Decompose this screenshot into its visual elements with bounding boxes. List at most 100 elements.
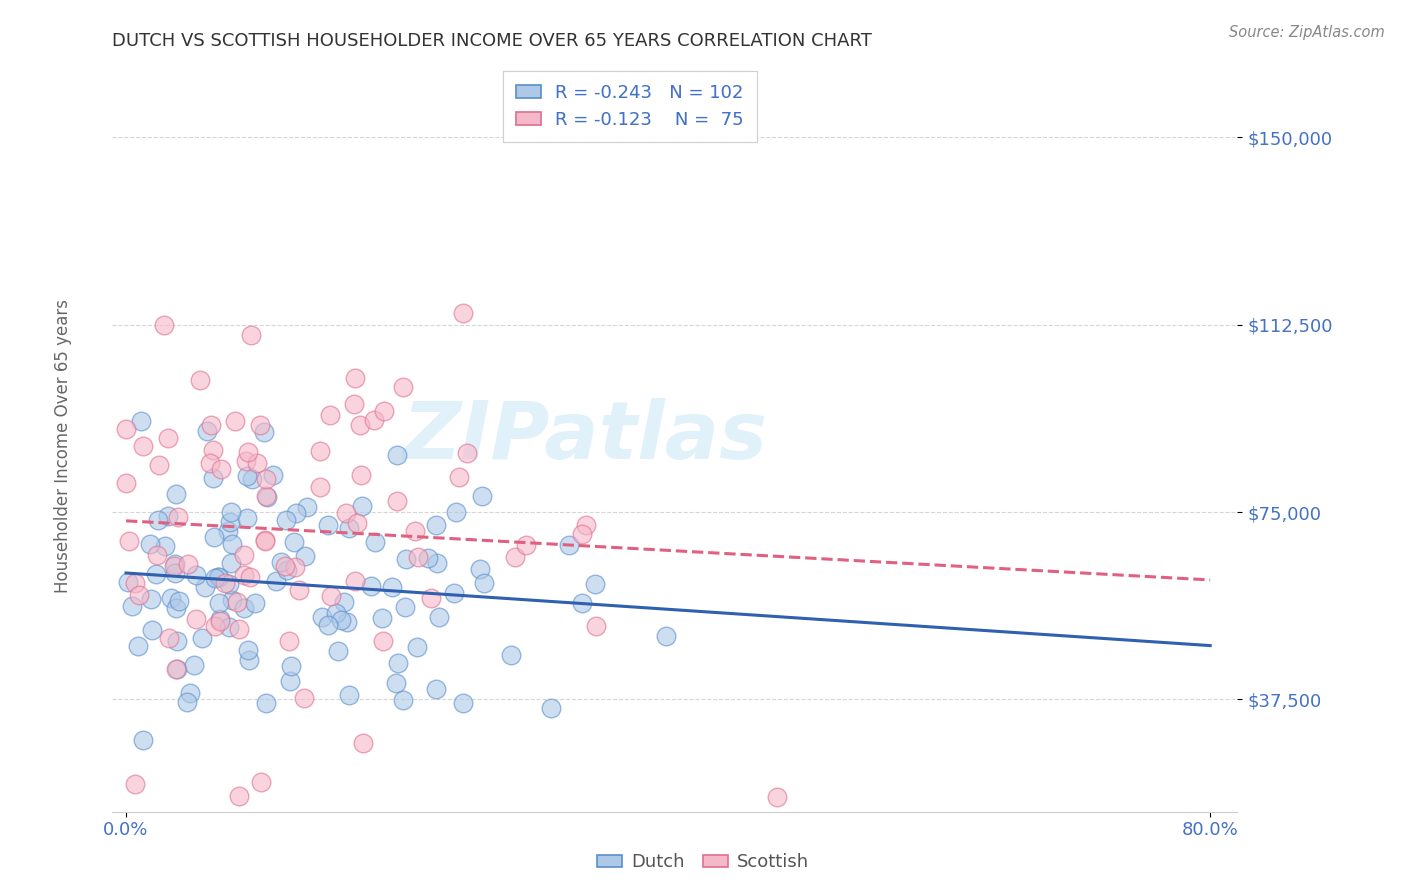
Point bbox=[153, 539, 176, 553]
Point bbox=[278, 673, 301, 688]
Point bbox=[404, 524, 426, 538]
Point bbox=[346, 516, 368, 530]
Point bbox=[333, 595, 356, 609]
Point bbox=[330, 613, 353, 627]
Point bbox=[157, 631, 180, 645]
Point bbox=[337, 521, 360, 535]
Point bbox=[239, 570, 262, 584]
Point bbox=[456, 446, 478, 460]
Point bbox=[381, 580, 404, 594]
Text: ZIPatlas: ZIPatlas bbox=[402, 398, 768, 476]
Point bbox=[262, 468, 284, 483]
Point bbox=[253, 533, 276, 547]
Point bbox=[250, 775, 273, 789]
Point bbox=[194, 580, 217, 594]
Point bbox=[124, 575, 146, 590]
Point bbox=[163, 559, 186, 574]
Point bbox=[416, 551, 439, 566]
Point bbox=[426, 556, 449, 570]
Point bbox=[254, 534, 277, 549]
Text: Householder Income Over 65 years: Householder Income Over 65 years bbox=[55, 299, 72, 593]
Point bbox=[145, 566, 167, 581]
Point bbox=[167, 594, 190, 608]
Point bbox=[246, 456, 269, 470]
Point bbox=[451, 306, 474, 320]
Point bbox=[253, 425, 276, 439]
Point bbox=[240, 327, 263, 342]
Point bbox=[219, 515, 242, 529]
Point bbox=[183, 658, 205, 673]
Point bbox=[276, 563, 298, 577]
Point bbox=[235, 454, 257, 468]
Point bbox=[127, 639, 149, 653]
Point bbox=[316, 517, 339, 532]
Point bbox=[575, 518, 598, 533]
Point bbox=[209, 462, 232, 476]
Point bbox=[233, 549, 256, 563]
Point bbox=[343, 574, 366, 588]
Point bbox=[284, 506, 307, 520]
Point bbox=[242, 472, 264, 486]
Point bbox=[280, 659, 302, 673]
Point bbox=[145, 548, 167, 562]
Point bbox=[218, 620, 240, 634]
Point bbox=[195, 424, 218, 438]
Point bbox=[558, 538, 581, 552]
Point bbox=[264, 574, 287, 588]
Point bbox=[202, 471, 225, 485]
Point bbox=[221, 593, 243, 607]
Point bbox=[208, 596, 231, 610]
Point bbox=[208, 612, 231, 626]
Point bbox=[425, 517, 447, 532]
Point bbox=[387, 656, 409, 670]
Point bbox=[344, 370, 367, 384]
Point bbox=[179, 686, 201, 700]
Point bbox=[385, 675, 408, 690]
Point bbox=[132, 439, 155, 453]
Point bbox=[146, 513, 169, 527]
Point bbox=[283, 535, 305, 549]
Point bbox=[160, 591, 183, 606]
Point bbox=[219, 557, 242, 571]
Point bbox=[363, 413, 385, 427]
Point bbox=[117, 575, 139, 590]
Point bbox=[225, 595, 247, 609]
Text: Source: ZipAtlas.com: Source: ZipAtlas.com bbox=[1229, 25, 1385, 40]
Point bbox=[221, 537, 243, 551]
Point bbox=[311, 609, 333, 624]
Point bbox=[209, 614, 232, 628]
Point bbox=[128, 588, 150, 602]
Point bbox=[360, 579, 382, 593]
Point bbox=[163, 566, 186, 580]
Point bbox=[288, 583, 311, 598]
Point bbox=[472, 576, 495, 591]
Point bbox=[204, 571, 226, 585]
Point bbox=[121, 599, 143, 613]
Point bbox=[202, 442, 225, 457]
Point bbox=[427, 610, 450, 624]
Legend: R = -0.243   N = 102, R = -0.123    N =  75: R = -0.243 N = 102, R = -0.123 N = 75 bbox=[503, 71, 756, 142]
Point bbox=[443, 586, 465, 600]
Point bbox=[218, 576, 240, 591]
Point bbox=[765, 789, 787, 804]
Point bbox=[256, 490, 278, 504]
Point bbox=[156, 431, 179, 445]
Point bbox=[233, 601, 256, 615]
Point bbox=[236, 469, 259, 483]
Point bbox=[249, 418, 271, 433]
Point bbox=[236, 445, 259, 459]
Point bbox=[228, 789, 250, 803]
Point bbox=[571, 596, 593, 610]
Point bbox=[176, 694, 198, 708]
Point bbox=[202, 530, 225, 544]
Point bbox=[186, 611, 208, 625]
Point bbox=[501, 648, 523, 663]
Point bbox=[325, 606, 347, 620]
Point bbox=[319, 589, 342, 603]
Point bbox=[214, 575, 236, 590]
Point bbox=[238, 653, 260, 667]
Point bbox=[468, 562, 491, 576]
Point bbox=[309, 480, 332, 494]
Point bbox=[207, 570, 229, 584]
Point bbox=[505, 550, 527, 565]
